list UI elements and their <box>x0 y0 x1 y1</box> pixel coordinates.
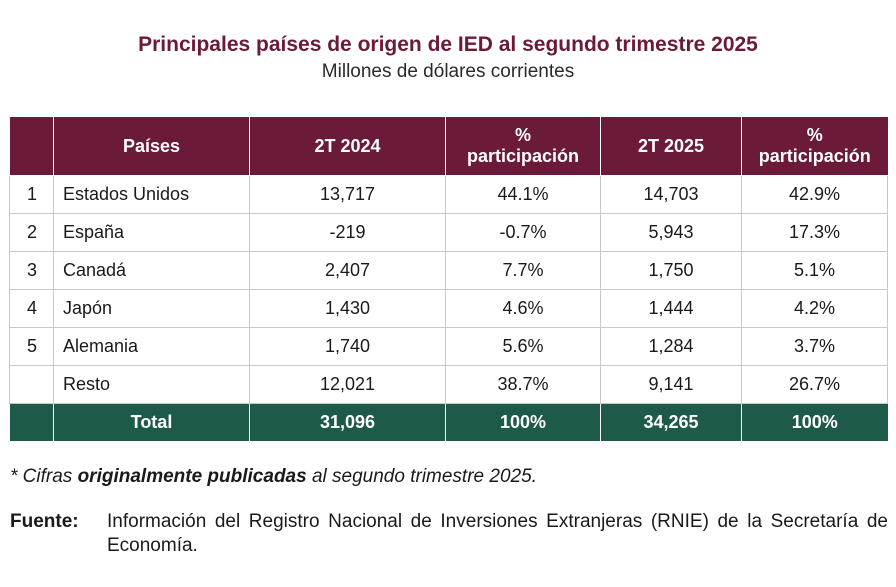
page-title: Principales países de origen de IED al s… <box>138 33 758 56</box>
cell-share-2024: 44.1% <box>445 175 601 214</box>
table-row: 5 Alemania 1,740 5.6% 1,284 3.7% <box>9 327 888 366</box>
header-country: Países <box>53 117 250 176</box>
header-share-2024-line1: % <box>514 125 531 145</box>
cell-country: España <box>53 213 250 252</box>
fdi-table: Países 2T 2024 % participación 2T 2025 %… <box>9 117 888 441</box>
cell-rank: 1 <box>9 175 54 214</box>
total-rank-cell <box>9 403 54 441</box>
cell-2t-2025: 5,943 <box>600 213 742 252</box>
cell-share-2025: 4.2% <box>741 289 888 328</box>
header-share-2025-line2: participación <box>758 146 871 166</box>
cell-share-2025: 42.9% <box>741 175 888 214</box>
cell-2t-2024: 1,430 <box>249 289 446 328</box>
footnote-suffix: al segundo trimestre 2025. <box>306 466 537 487</box>
cell-share-2025: 26.7% <box>741 365 888 404</box>
footnote-prefix: * Cifras <box>10 466 78 487</box>
header-share-2025-line1: % <box>806 125 823 145</box>
cell-2t-2024: 1,740 <box>249 327 446 366</box>
cell-rank: 3 <box>9 251 54 290</box>
cell-2t-2024: -219 <box>249 213 446 252</box>
total-2t-2025: 34,265 <box>600 403 742 441</box>
cell-share-2025: 5.1% <box>741 251 888 290</box>
footnote-bold: originalmente publicadas <box>77 466 307 487</box>
cell-rank: 4 <box>9 289 54 328</box>
cell-country: Estados Unidos <box>53 175 250 214</box>
cell-2t-2025: 1,284 <box>600 327 742 366</box>
cell-2t-2024: 2,407 <box>249 251 446 290</box>
total-share-2024: 100% <box>445 403 601 441</box>
header-rank <box>9 117 54 176</box>
cell-2t-2024: 12,021 <box>249 365 446 404</box>
table-row: 3 Canadá 2,407 7.7% 1,750 5.1% <box>9 251 888 290</box>
cell-share-2024: 5.6% <box>445 327 601 366</box>
cell-share-2025: 3.7% <box>741 327 888 366</box>
cell-country: Japón <box>53 289 250 328</box>
page-subtitle: Millones de dólares corrientes <box>321 61 575 82</box>
cell-rank <box>9 365 54 404</box>
table-row: 2 España -219 -0.7% 5,943 17.3% <box>9 213 888 252</box>
table-row: Resto 12,021 38.7% 9,141 26.7% <box>9 365 888 404</box>
cell-2t-2025: 1,750 <box>600 251 742 290</box>
table-row: 1 Estados Unidos 13,717 44.1% 14,703 42.… <box>9 175 888 214</box>
total-row: Total 31,096 100% 34,265 100% <box>9 403 888 441</box>
cell-rank: 5 <box>9 327 54 366</box>
cell-share-2024: -0.7% <box>445 213 601 252</box>
header-share-2025: % participación <box>741 117 888 176</box>
table-header-row: Países 2T 2024 % participación 2T 2025 %… <box>9 117 888 176</box>
source-text: Información del Registro Nacional de Inv… <box>107 511 888 556</box>
cell-share-2025: 17.3% <box>741 213 888 252</box>
cell-2t-2025: 1,444 <box>600 289 742 328</box>
cell-share-2024: 7.7% <box>445 251 601 290</box>
cell-country: Canadá <box>53 251 250 290</box>
cell-2t-2024: 13,717 <box>249 175 446 214</box>
table-row: 4 Japón 1,430 4.6% 1,444 4.2% <box>9 289 888 328</box>
cell-2t-2025: 14,703 <box>600 175 742 214</box>
total-share-2025: 100% <box>741 403 888 441</box>
cell-country: Alemania <box>53 327 250 366</box>
header-share-2024: % participación <box>445 117 601 176</box>
header-2t-2024: 2T 2024 <box>249 117 446 176</box>
header-share-2024-line2: participación <box>466 146 580 166</box>
header-2t-2025: 2T 2025 <box>600 117 742 176</box>
cell-rank: 2 <box>9 213 54 252</box>
total-2t-2024: 31,096 <box>249 403 446 441</box>
total-label: Total <box>53 403 250 441</box>
footnote: * Cifras originalmente publicadas al seg… <box>10 466 537 488</box>
source-label: Fuente: <box>10 511 79 532</box>
cell-share-2024: 38.7% <box>445 365 601 404</box>
cell-2t-2025: 9,141 <box>600 365 742 404</box>
cell-country: Resto <box>53 365 250 404</box>
source-note: Fuente: Información del Registro Naciona… <box>10 510 888 558</box>
cell-share-2024: 4.6% <box>445 289 601 328</box>
